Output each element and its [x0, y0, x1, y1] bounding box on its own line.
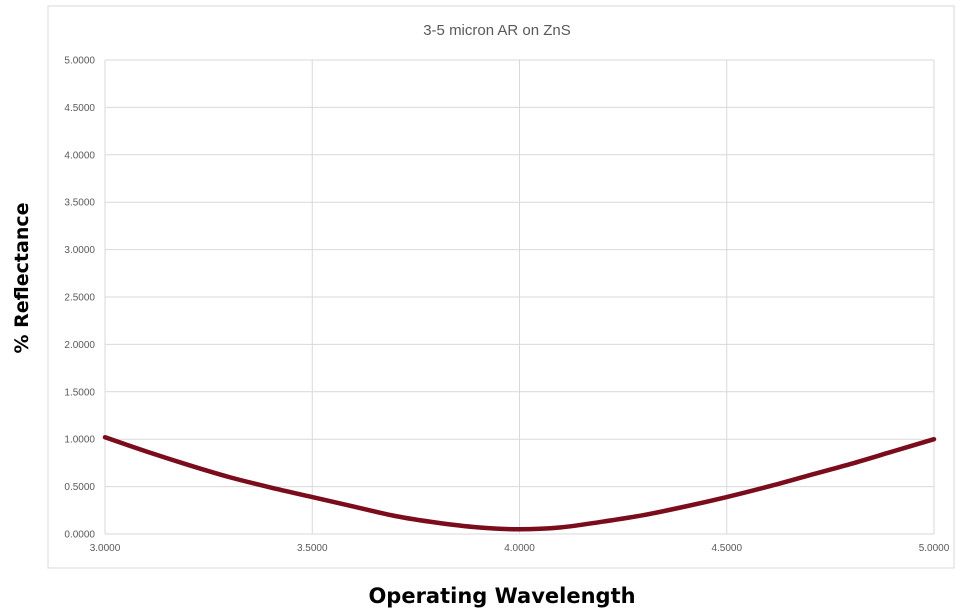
- y-tick-label: 4.0000: [64, 150, 95, 161]
- x-tick-label: 4.5000: [711, 543, 742, 554]
- gridlines: [104, 59, 935, 535]
- x-axis-tick-labels: 3.0000 3.5000 4.0000 4.5000 5.0000: [90, 543, 950, 554]
- x-tick-label: 4.0000: [504, 543, 535, 554]
- chart-area-border: [47, 5, 955, 569]
- series-layer: [102, 435, 937, 532]
- y-tick-label: 3.5000: [64, 198, 95, 209]
- x-tick-label: 3.5000: [297, 543, 328, 554]
- y-axis-tick-labels: 0.0000 0.5000 1.0000 1.5000 2.0000 2.5000 3.00…: [64, 56, 95, 541]
- y-tick-label: 2.0000: [64, 340, 95, 351]
- y-tick-label: 3.0000: [64, 245, 95, 256]
- x-tick-label: 5.0000: [919, 543, 950, 554]
- x-axis-title: Operating Wavelength: [368, 584, 635, 608]
- chart-title: 3-5 micron AR on ZnS: [423, 22, 571, 39]
- y-tick-label: 4.5000: [64, 103, 95, 114]
- y-tick-label: 1.5000: [64, 387, 95, 398]
- y-tick-label: 1.0000: [64, 435, 95, 446]
- y-tick-label: 2.5000: [64, 293, 95, 304]
- x-tick-label: 3.0000: [90, 543, 121, 554]
- y-tick-label: 5.0000: [64, 56, 95, 67]
- y-tick-label: 0.0000: [64, 530, 95, 541]
- y-axis-title: % Reflectance: [11, 203, 33, 354]
- y-tick-label: 0.5000: [64, 482, 95, 493]
